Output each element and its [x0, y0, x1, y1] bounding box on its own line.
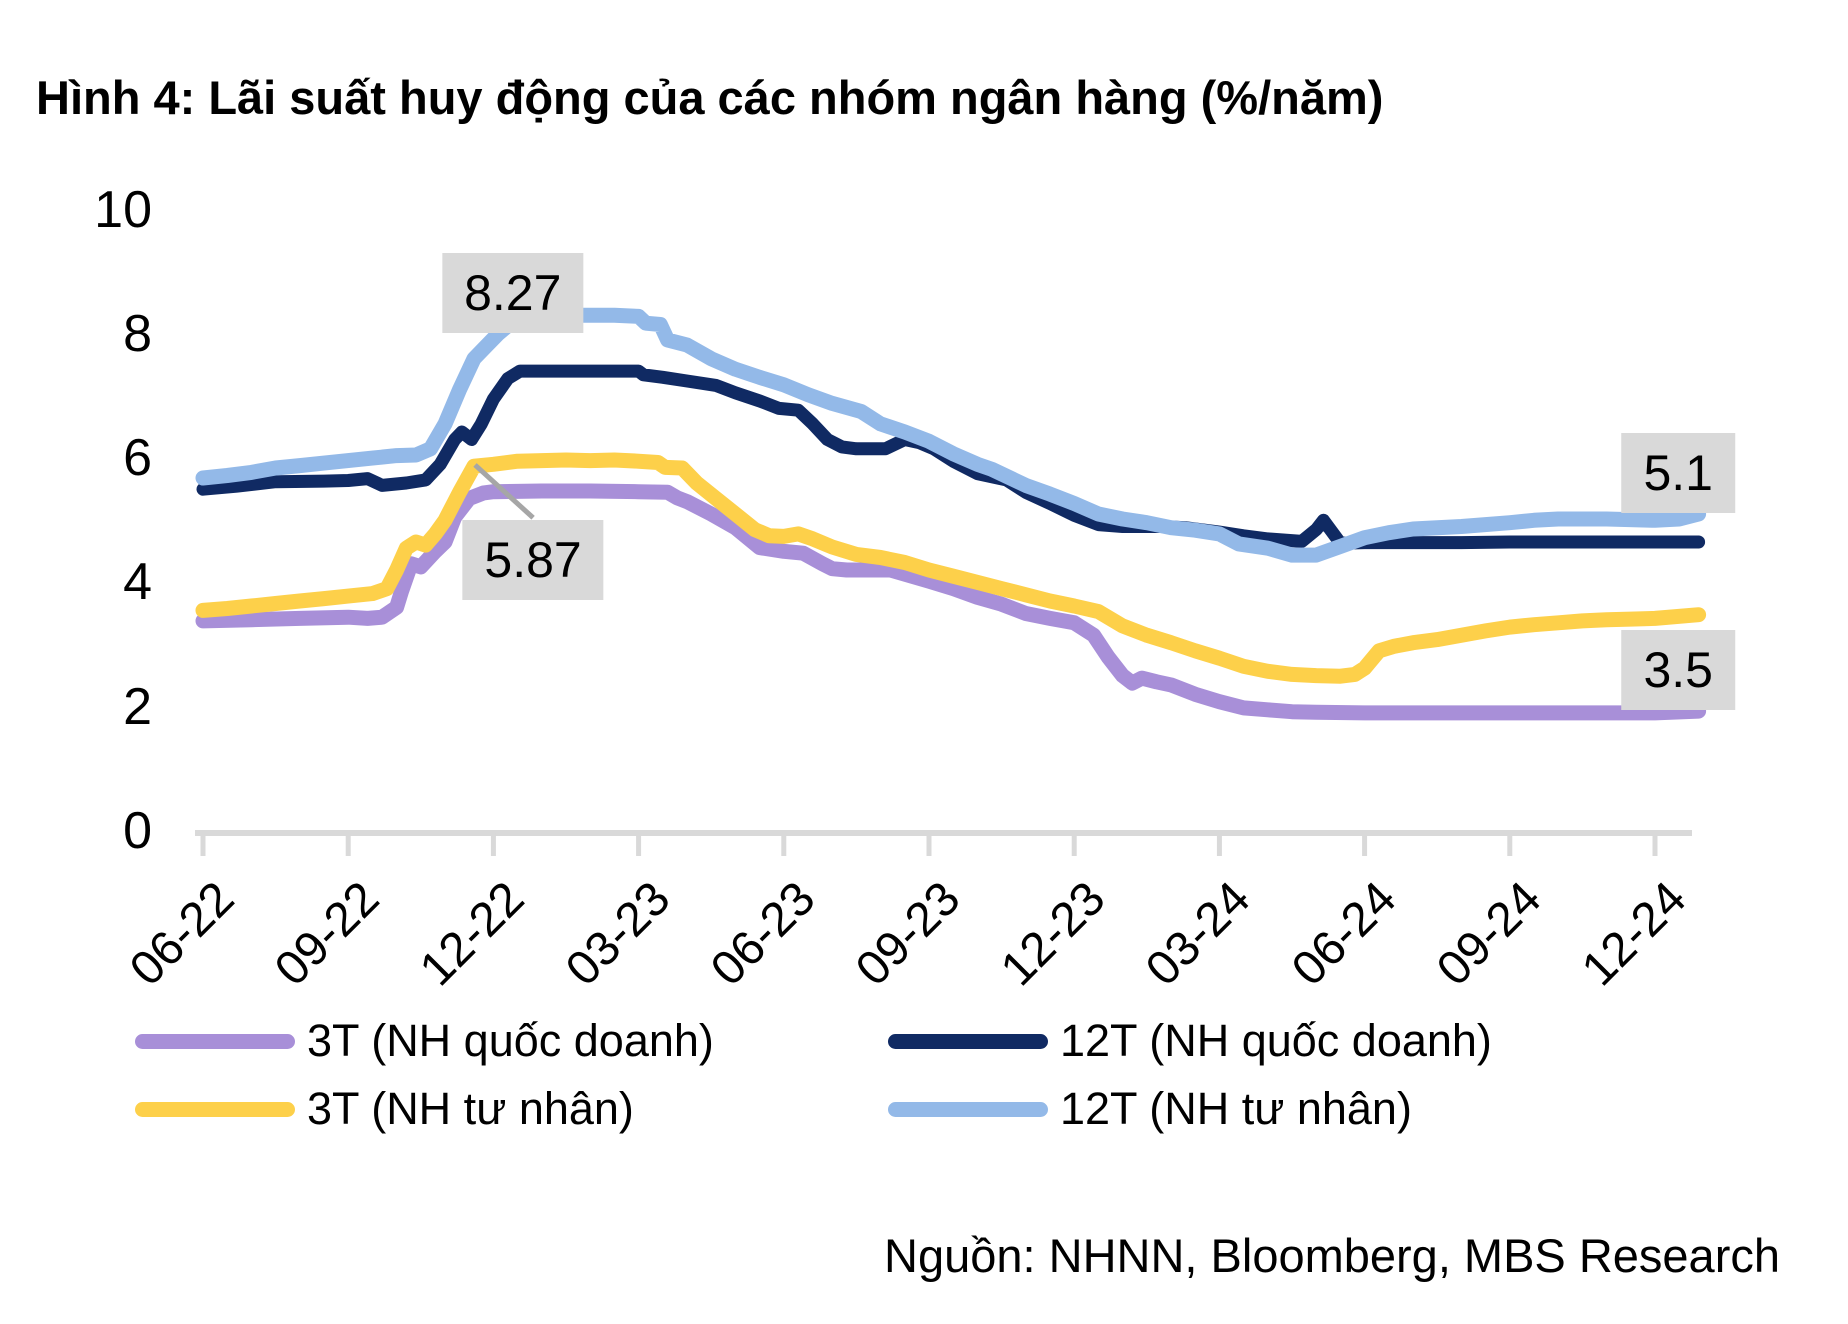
data-label-5.1: 5.1: [1621, 433, 1735, 514]
y-tick-label-8: 8: [123, 304, 152, 363]
chart-title: Hình 4: Lãi suất huy động của các nhóm n…: [36, 71, 1384, 124]
series-line-12T (NH quốc doanh): [196, 364, 1706, 550]
legend-label-3T (NH quốc doanh): 3T (NH quốc doanh): [307, 1015, 714, 1066]
legend-swatch-3T (NH tư nhân): [135, 1102, 295, 1117]
source-note: Nguồn: NHNN, Bloomberg, MBS Research: [884, 1229, 1780, 1282]
data-label-8.27: 8.27: [442, 252, 584, 333]
legend-label-12T (NH tư nhân): 12T (NH tư nhân): [1060, 1083, 1412, 1134]
y-tick-label-10: 10: [94, 180, 152, 239]
series-line-12T (NH tư nhân): [195, 307, 1707, 563]
data-label-5.87: 5.87: [462, 520, 604, 601]
series-line-3T (NH tư nhân): [195, 452, 1707, 684]
legend-swatch-12T (NH tư nhân): [888, 1102, 1048, 1117]
y-tick-label-2: 2: [123, 677, 152, 736]
legend-label-3T (NH tư nhân): 3T (NH tư nhân): [307, 1083, 634, 1134]
annotation-leader-line: [473, 463, 535, 520]
y-tick-label-0: 0: [123, 802, 152, 860]
legend-swatch-3T (NH quốc doanh): [135, 1034, 295, 1049]
legend-label-12T (NH quốc doanh): 12T (NH quốc doanh): [1060, 1015, 1492, 1066]
data-label-3.5: 3.5: [1621, 630, 1735, 711]
y-tick-label-4: 4: [123, 553, 152, 612]
y-tick-label-6: 6: [123, 429, 152, 488]
series-line-3T (NH quốc doanh): [195, 483, 1707, 721]
legend-swatch-12T (NH quốc doanh): [888, 1034, 1048, 1049]
